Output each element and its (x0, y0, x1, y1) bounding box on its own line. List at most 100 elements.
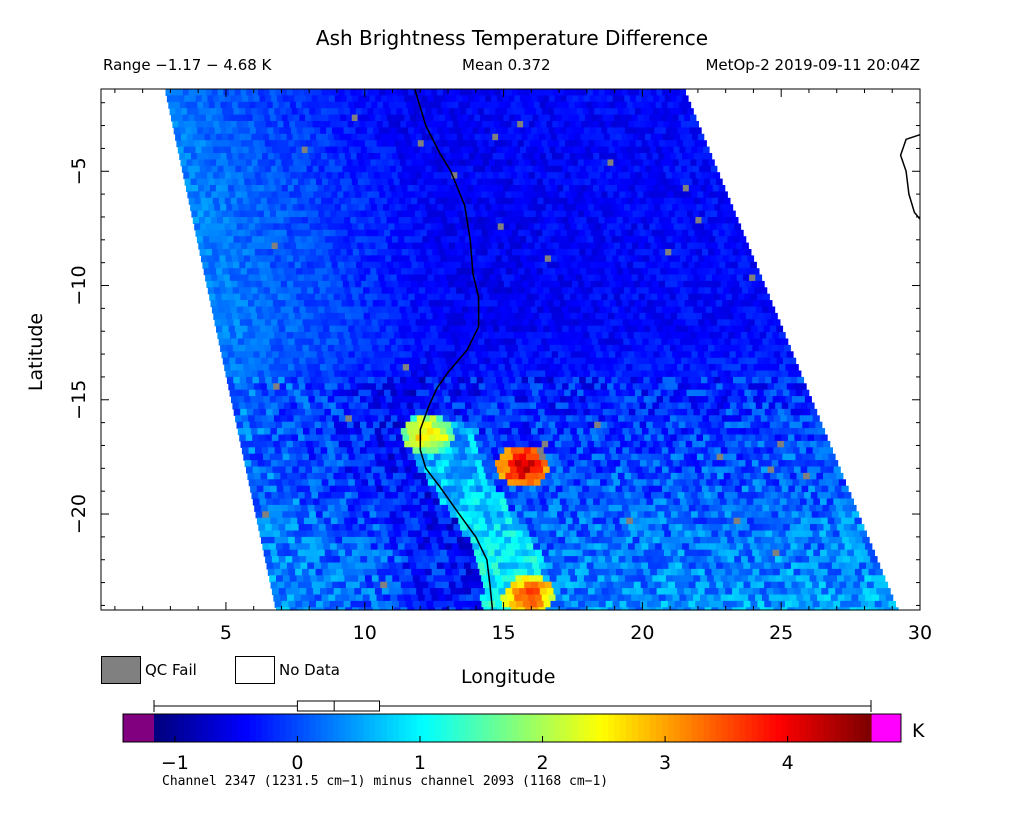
heatmap-cell (406, 242, 413, 250)
heatmap-cell (454, 89, 461, 96)
heatmap-cell (244, 229, 251, 237)
heatmap-cell (259, 408, 267, 416)
heatmap-cell (470, 421, 478, 429)
heatmap-cell (665, 127, 673, 135)
heatmap-cell (441, 434, 449, 442)
heatmap-cell (372, 274, 379, 282)
heatmap-cell (317, 255, 325, 263)
heatmap-cell (292, 357, 300, 365)
heatmap-cell (364, 159, 371, 167)
heatmap-cell (551, 293, 559, 301)
heatmap-cell (424, 351, 432, 359)
heatmap-cell (721, 415, 729, 423)
heatmap-cell (468, 287, 476, 295)
heatmap-cell (765, 344, 772, 352)
heatmap-cell (779, 396, 787, 404)
heatmap-cell (560, 319, 567, 327)
heatmap-cell (551, 274, 559, 282)
heatmap-cell (483, 89, 490, 96)
heatmap-cell (574, 344, 582, 352)
heatmap-cell (549, 146, 557, 154)
heatmap-cell (677, 127, 685, 135)
heatmap-cell (209, 236, 216, 244)
heatmap-cell (728, 223, 735, 231)
heatmap-cell (528, 172, 536, 180)
heatmap-cell (615, 408, 623, 416)
heatmap-cell (457, 229, 464, 237)
heatmap-cell (519, 127, 526, 135)
heatmap-cell (475, 415, 483, 423)
heatmap-cell (416, 217, 424, 224)
heatmap-cell (528, 338, 536, 346)
heatmap-cell (653, 140, 660, 148)
heatmap-cell (543, 197, 551, 205)
heatmap-cell (620, 114, 627, 122)
heatmap-cell (264, 319, 272, 327)
heatmap-cell (455, 242, 462, 250)
heatmap-cell (429, 121, 436, 128)
heatmap-cell (660, 127, 667, 135)
heatmap-cell (268, 364, 276, 372)
heatmap-cell (615, 165, 623, 173)
heatmap-cell (605, 434, 613, 442)
heatmap-cell (385, 255, 392, 263)
heatmap-cell (474, 133, 482, 141)
heatmap-cell (544, 255, 552, 263)
heatmap-cell (430, 370, 438, 378)
heatmap-cell (257, 287, 265, 295)
heatmap-cell (451, 133, 458, 141)
heatmap-cell (664, 95, 672, 103)
heatmap-cell (479, 223, 487, 231)
heatmap-cell (749, 306, 757, 314)
heatmap-cell (486, 133, 493, 141)
heatmap-cell (377, 101, 384, 109)
heatmap-cell (616, 249, 623, 256)
heatmap-cell (548, 229, 556, 237)
heatmap-cell (451, 312, 459, 320)
heatmap-cell (301, 287, 308, 295)
heatmap-cell (220, 178, 228, 186)
heatmap-cell (255, 101, 262, 109)
heatmap-cell (481, 370, 489, 378)
heatmap-cell (626, 293, 633, 301)
heatmap-cell (389, 249, 397, 256)
heatmap-cell (360, 300, 368, 308)
heatmap-cell (622, 249, 629, 256)
heatmap-cell (575, 364, 582, 372)
heatmap-cell (339, 268, 347, 276)
heatmap-cell (541, 338, 549, 346)
heatmap-cell (628, 121, 635, 128)
heatmap-cell (693, 197, 701, 205)
heatmap-cell (637, 325, 645, 333)
heatmap-cell (275, 89, 282, 96)
heatmap-cell (445, 172, 452, 180)
heatmap-cell (562, 217, 569, 224)
heatmap-cell (715, 268, 723, 276)
heatmap-cell (299, 159, 306, 167)
heatmap-cell (286, 440, 294, 448)
heatmap-cell (398, 236, 405, 244)
heatmap-cell (378, 127, 386, 135)
heatmap-cell (354, 351, 362, 359)
heatmap-cell (632, 242, 639, 250)
heatmap-cell (595, 191, 602, 199)
heatmap-cell (715, 415, 723, 423)
heatmap-cell (543, 306, 551, 314)
heatmap-cell (224, 197, 232, 205)
heatmap-cell (384, 440, 392, 448)
heatmap-cell (676, 95, 683, 103)
heatmap-cell (686, 178, 693, 186)
heatmap-cell (226, 204, 233, 212)
heatmap-cell (323, 229, 330, 237)
heatmap-cell (431, 204, 438, 212)
heatmap-cell (768, 306, 776, 314)
heatmap-cell (453, 197, 460, 205)
heatmap-cell (366, 300, 374, 308)
heatmap-cell (564, 223, 572, 231)
heatmap-cell (421, 319, 429, 327)
heatmap-cell (189, 146, 197, 154)
heatmap-cell (251, 261, 259, 269)
heatmap-cell (427, 95, 434, 103)
heatmap-cell (512, 389, 520, 397)
heatmap-cell (519, 370, 527, 378)
